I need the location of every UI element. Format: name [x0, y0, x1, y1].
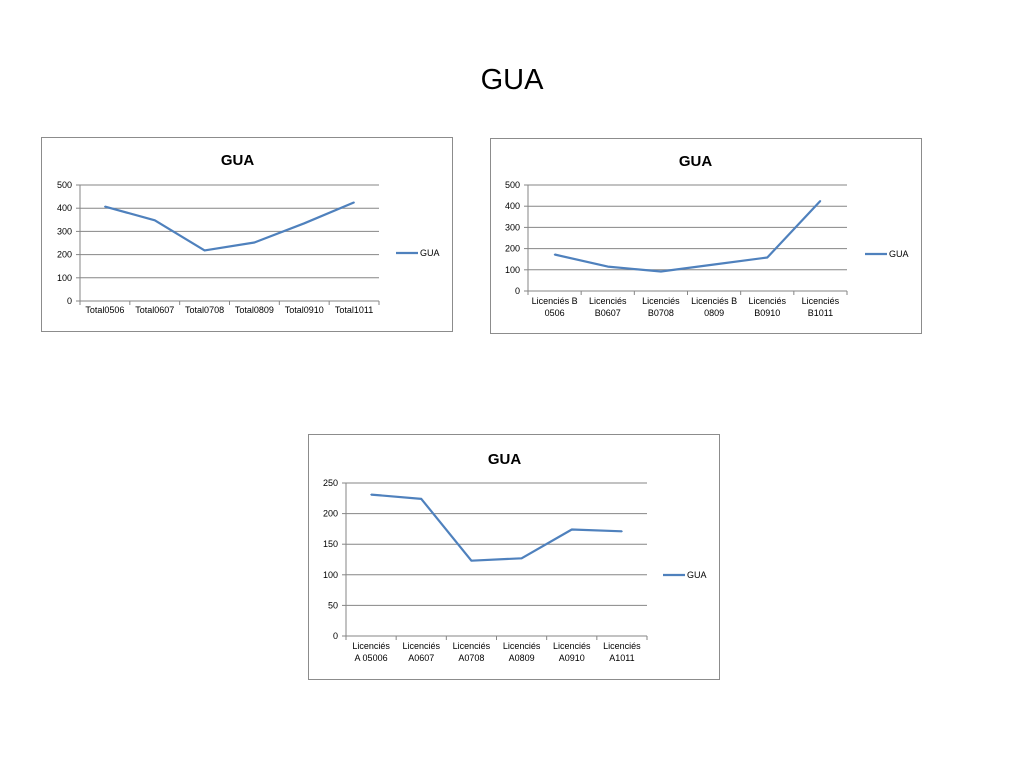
chart-svg: GUA 0 100 200 300 400 500 Licenciés B 0506 Licenc… — [505, 153, 909, 318]
data-point — [766, 256, 769, 259]
legend-label: GUA — [889, 249, 909, 259]
x-tick-label: 0506 — [545, 308, 565, 318]
chart-title: GUA — [679, 153, 713, 170]
x-tick-label: B0607 — [595, 308, 621, 318]
chart-title: GUA — [488, 451, 522, 468]
data-point — [420, 498, 423, 500]
data-point — [570, 528, 573, 531]
x-tick-label: B0708 — [648, 308, 674, 318]
data-point — [660, 270, 662, 273]
y-tick-label: 200 — [323, 509, 338, 519]
y-tick-label: 200 — [505, 244, 520, 254]
x-tick-label: B1011 — [808, 308, 833, 318]
x-tick-label: Licenciés — [553, 641, 591, 651]
data-point — [553, 253, 556, 256]
y-tick-label: 0 — [515, 286, 520, 296]
y-tick-label: 100 — [57, 273, 72, 283]
x-tick-label: Total1011 — [335, 305, 373, 315]
x-tick-label: Total0607 — [135, 305, 174, 315]
x-tick-label: Licenciés B — [532, 296, 578, 306]
x-tick-label: Licenciés B — [691, 296, 737, 306]
data-point — [353, 201, 355, 204]
x-tick-label: A0910 — [559, 653, 585, 663]
data-point — [303, 222, 306, 225]
y-tick-label: 0 — [333, 631, 338, 641]
y-tick-label: 150 — [323, 539, 338, 549]
x-tick-label: A0809 — [509, 653, 535, 663]
legend-label: GUA — [687, 570, 707, 580]
slide-title: GUA — [480, 64, 544, 96]
data-point — [370, 493, 372, 496]
x-tick-label: Licenciés — [642, 296, 680, 306]
series-line — [554, 200, 822, 273]
x-tick-label: Total0809 — [235, 305, 274, 315]
x-tick-label: A0607 — [408, 653, 434, 663]
series-line — [104, 201, 355, 252]
x-tick-label: A0708 — [458, 653, 484, 663]
chart-svg: GUA 0 50 100 150 200 250 Licenciés A 05006 Licenc… — [323, 451, 707, 663]
x-tick-label: Licenciés — [503, 641, 541, 651]
x-tick-label: A 05006 — [355, 653, 388, 663]
y-tick-label: 0 — [67, 296, 72, 306]
data-point — [203, 249, 206, 252]
y-tick-label: 300 — [505, 222, 520, 232]
x-tick-label: Licenciés — [453, 641, 491, 651]
data-point — [621, 530, 623, 533]
x-tick-label: B0910 — [754, 308, 780, 318]
legend-label: GUA — [420, 248, 440, 258]
data-point — [520, 557, 523, 560]
y-tick-label: 300 — [57, 226, 72, 236]
x-tick-label: Licenciés — [748, 296, 786, 306]
y-tick-label: 50 — [328, 600, 338, 610]
y-tick-label: 100 — [323, 570, 338, 580]
data-point — [819, 200, 822, 202]
y-tick-label: 250 — [323, 478, 338, 488]
series-line — [371, 493, 622, 562]
chart-svg: GUA 0 100 200 300 400 500 Total0506 Total0607 Tot… — [57, 152, 440, 315]
data-point — [153, 219, 156, 222]
x-tick-label: A1011 — [609, 653, 634, 663]
x-tick-label: Total0708 — [185, 305, 224, 315]
x-tick-label: Licenciés — [802, 296, 840, 306]
y-tick-label: 500 — [57, 180, 72, 190]
chart-title: GUA — [221, 152, 255, 169]
x-tick-label: Licenciés — [402, 641, 440, 651]
chart-licencies-b-gua: GUA 0 100 200 300 400 500 Licenciés B 0506 Licenc… — [490, 138, 922, 334]
y-tick-label: 400 — [505, 201, 520, 211]
x-tick-label: Licenciés — [589, 296, 627, 306]
x-tick-label: Licenciés — [603, 641, 641, 651]
y-tick-label: 500 — [505, 180, 520, 190]
x-tick-label: Total0910 — [285, 305, 324, 315]
data-point — [606, 265, 609, 268]
data-point — [713, 263, 715, 266]
chart-total-gua: GUA 0 100 200 300 400 500 Total0506 Total0607 Tot… — [41, 137, 453, 332]
y-tick-label: 100 — [505, 265, 520, 275]
chart-licencies-a-gua: GUA 0 50 100 150 200 250 Licenciés A 05006 Licenc… — [308, 434, 720, 680]
data-point — [253, 241, 256, 244]
y-tick-label: 200 — [57, 250, 72, 260]
data-point — [470, 559, 473, 562]
x-tick-label: 0809 — [704, 308, 724, 318]
x-tick-label: Total0506 — [85, 305, 124, 315]
y-tick-label: 400 — [57, 203, 72, 213]
x-tick-label: Licenciés — [352, 641, 390, 651]
data-point — [104, 205, 106, 208]
